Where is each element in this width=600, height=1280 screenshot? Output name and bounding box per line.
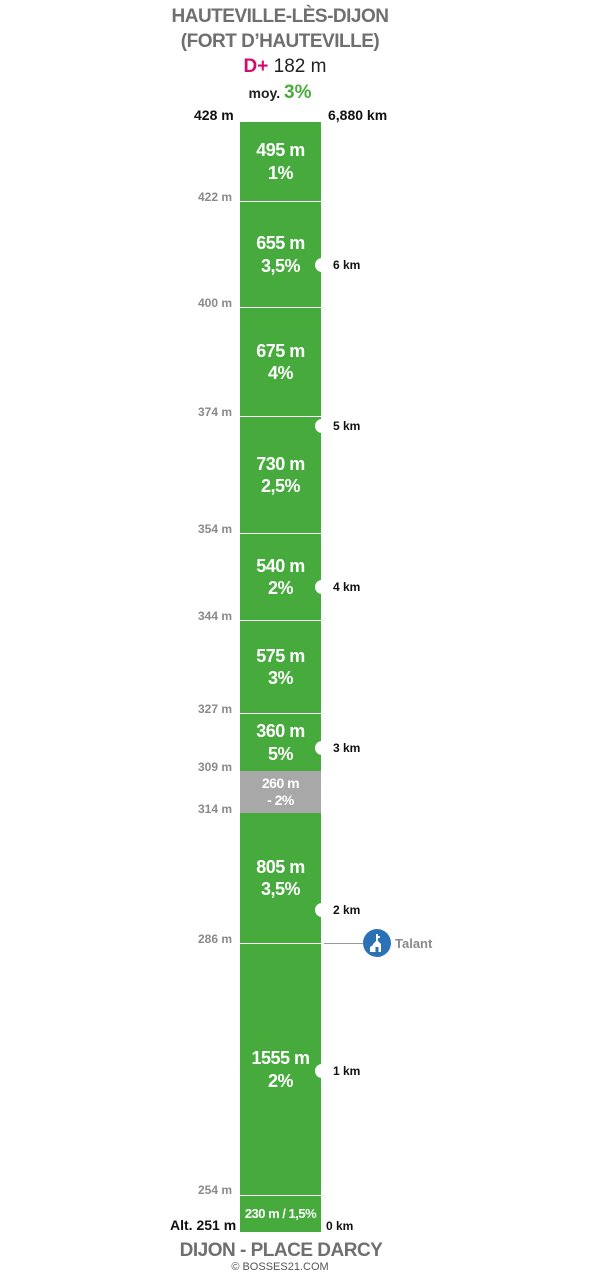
segment-9: 805 m 3,5% bbox=[240, 813, 321, 943]
gain-label: D+ bbox=[243, 56, 269, 77]
altitude-mark: 314 m bbox=[197, 802, 232, 816]
segment-7: 360 m 5% bbox=[240, 713, 321, 771]
climb-title-line2: (FORT D’HAUTEVILLE) bbox=[180, 31, 380, 52]
km-dot-icon bbox=[315, 419, 329, 433]
km-label: 2 km bbox=[333, 903, 361, 917]
segment-4: 730 m 2,5% bbox=[240, 416, 321, 533]
segment-10: 1555 m 2% bbox=[240, 943, 321, 1195]
km-dot-icon bbox=[315, 258, 329, 272]
start-km: 0 km bbox=[326, 1219, 354, 1233]
km-label: 6 km bbox=[333, 258, 361, 272]
altitude-mark: 400 m bbox=[197, 296, 232, 310]
segment-length: 730 m bbox=[256, 453, 305, 474]
segment-length: 805 m bbox=[256, 856, 305, 877]
segment-8-descent: 260 m - 2% bbox=[240, 771, 321, 813]
segment-length: 675 m bbox=[256, 340, 305, 361]
segment-length: 1555 m bbox=[251, 1048, 310, 1068]
km-marker: 1 km bbox=[315, 1063, 360, 1079]
segment-grade: 2% bbox=[267, 578, 294, 598]
segment-grade: 5% bbox=[267, 743, 294, 764]
altitude-mark: 344 m bbox=[197, 609, 232, 623]
altitude-mark: 354 m bbox=[197, 522, 232, 536]
km-marker: 4 km bbox=[315, 579, 360, 595]
segment-grade: 3,5% bbox=[260, 879, 301, 899]
segment-length: 655 m bbox=[256, 233, 305, 253]
avg-label: moy. bbox=[248, 85, 281, 101]
segment-1: 495 m 1% bbox=[240, 122, 321, 201]
copyright: © BOSSES21.COM bbox=[231, 1261, 329, 1273]
km-label: 5 km bbox=[333, 419, 361, 433]
poi-connector bbox=[324, 943, 363, 944]
start-altitude: Alt. 251 m bbox=[170, 1217, 237, 1233]
segment-grade: 1% bbox=[267, 162, 294, 183]
km-marker: 3 km bbox=[315, 740, 360, 756]
altitude-mark: 254 m bbox=[197, 1183, 232, 1197]
segment-3: 675 m 4% bbox=[240, 307, 321, 416]
km-dot-icon bbox=[315, 741, 329, 755]
poi-label: Talant bbox=[395, 936, 433, 951]
segment-2: 655 m 3,5% bbox=[240, 201, 321, 307]
segment-grade: 2% bbox=[267, 1070, 294, 1091]
km-label: 1 km bbox=[333, 1064, 361, 1078]
km-marker: 6 km bbox=[315, 257, 360, 273]
segment-length: 540 m bbox=[256, 555, 305, 576]
km-dot-icon bbox=[315, 903, 329, 917]
segment-grade: 2,5% bbox=[260, 476, 301, 496]
km-marker: 5 km bbox=[315, 418, 360, 434]
church-icon bbox=[363, 929, 391, 957]
segment-6: 575 m 3% bbox=[240, 620, 321, 713]
km-dot-icon bbox=[315, 1064, 329, 1078]
gain-value: 182 m bbox=[273, 56, 327, 77]
altitude-mark: 309 m bbox=[197, 760, 232, 774]
altitude-mark: 327 m bbox=[197, 702, 232, 716]
km-label: 3 km bbox=[333, 741, 361, 755]
segment-11: 230 m / 1,5% bbox=[240, 1195, 321, 1232]
summit-altitude: 428 m bbox=[194, 107, 234, 123]
segment-length: 575 m bbox=[256, 645, 305, 666]
climb-title-line1: HAUTEVILLE-LÈS-DIJON bbox=[171, 6, 389, 27]
altitude-mark: 286 m bbox=[197, 932, 232, 946]
avg-value: 3% bbox=[284, 82, 312, 103]
segment-5: 540 m 2% bbox=[240, 533, 321, 620]
total-distance: 6,880 km bbox=[328, 107, 388, 123]
segment-length: 260 m bbox=[261, 774, 300, 791]
altitude-mark: 374 m bbox=[197, 405, 232, 419]
segment-grade: 3,5% bbox=[260, 255, 301, 276]
segment-grade: 3% bbox=[267, 668, 294, 688]
km-label: 4 km bbox=[333, 580, 361, 594]
km-marker: 2 km bbox=[315, 902, 360, 918]
profile-column: 495 m 1% 655 m 3,5% 675 m 4% 730 m 2,5% … bbox=[240, 122, 321, 1232]
segment-length: 230 m / 1,5% bbox=[244, 1205, 317, 1221]
altitude-mark: 422 m bbox=[197, 190, 232, 204]
elevation-gain: D+ 182 m bbox=[0, 56, 570, 78]
segment-grade: - 2% bbox=[267, 792, 294, 808]
start-location-title: DIJON - PLACE DARCY bbox=[179, 1240, 383, 1261]
average-grade: moy. 3% bbox=[0, 82, 560, 104]
segment-grade: 4% bbox=[267, 363, 294, 383]
km-dot-icon bbox=[315, 580, 329, 594]
segment-length: 495 m bbox=[256, 140, 305, 160]
segment-length: 360 m bbox=[256, 721, 305, 741]
